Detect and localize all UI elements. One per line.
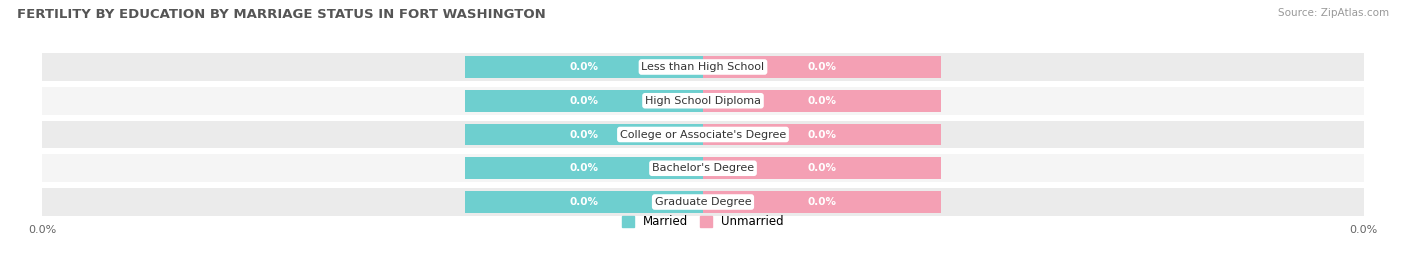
Bar [703, 157, 941, 179]
Text: 0.0%: 0.0% [807, 62, 837, 72]
Bar [465, 90, 703, 112]
Text: 0.0%: 0.0% [807, 129, 837, 140]
Text: 0.0%: 0.0% [569, 62, 599, 72]
Bar [465, 191, 703, 213]
Bar [703, 191, 941, 213]
Bar [465, 157, 703, 179]
Bar [42, 154, 1364, 182]
Text: FERTILITY BY EDUCATION BY MARRIAGE STATUS IN FORT WASHINGTON: FERTILITY BY EDUCATION BY MARRIAGE STATU… [17, 8, 546, 21]
Text: 0.0%: 0.0% [807, 163, 837, 173]
Text: Graduate Degree: Graduate Degree [655, 197, 751, 207]
Text: 0.0%: 0.0% [569, 96, 599, 106]
Legend: Married, Unmarried: Married, Unmarried [621, 215, 785, 228]
Text: 0.0%: 0.0% [807, 96, 837, 106]
Text: High School Diploma: High School Diploma [645, 96, 761, 106]
Text: Less than High School: Less than High School [641, 62, 765, 72]
Text: College or Associate's Degree: College or Associate's Degree [620, 129, 786, 140]
Bar [42, 53, 1364, 81]
Text: Source: ZipAtlas.com: Source: ZipAtlas.com [1278, 8, 1389, 18]
Bar [42, 121, 1364, 148]
Text: Bachelor's Degree: Bachelor's Degree [652, 163, 754, 173]
Bar [465, 56, 703, 78]
Text: 0.0%: 0.0% [569, 129, 599, 140]
Bar [703, 124, 941, 145]
Text: 0.0%: 0.0% [569, 163, 599, 173]
Bar [42, 188, 1364, 216]
Bar [703, 56, 941, 78]
Text: 0.0%: 0.0% [807, 197, 837, 207]
Bar [42, 87, 1364, 115]
Text: 0.0%: 0.0% [569, 197, 599, 207]
Bar [703, 90, 941, 112]
Bar [465, 124, 703, 145]
